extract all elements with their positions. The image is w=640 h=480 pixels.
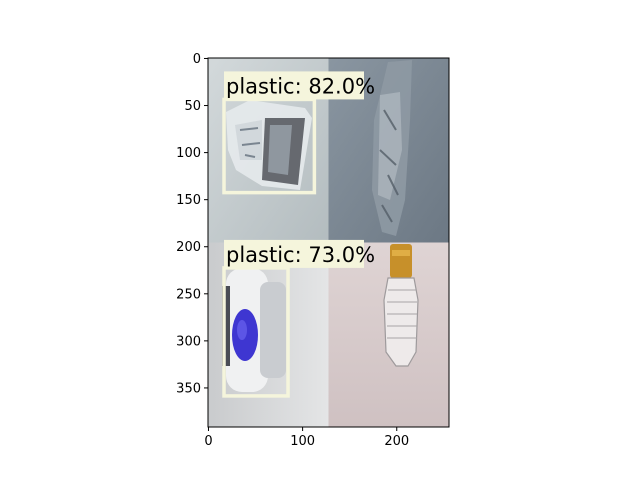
y-tick-label: 150	[176, 193, 201, 208]
y-tick-label: 250	[176, 287, 201, 302]
detections-layer: plastic: 82.0% plastic: 73.0%	[222, 71, 375, 398]
detection-label-bg	[224, 71, 365, 100]
detection-label: plastic: 73.0%	[226, 243, 375, 267]
container-object	[222, 268, 286, 392]
y-tick-label: 200	[176, 240, 201, 255]
detection-label-bg	[224, 239, 365, 268]
photo-grid	[208, 58, 449, 427]
detection-label: plastic: 82.0%	[226, 74, 375, 98]
y-tick-label: 350	[176, 381, 201, 396]
axes-frame	[207, 57, 450, 428]
y-tick-label: 100	[176, 146, 201, 161]
y-axis: 0 50 100 150 200 250 300 350	[176, 52, 208, 396]
bottle-object	[383, 244, 419, 367]
wrapper-object	[226, 100, 312, 190]
x-tick-label: 200	[384, 434, 409, 449]
x-tick-label: 100	[290, 434, 315, 449]
bag-object	[372, 60, 412, 236]
y-tick-label: 300	[176, 334, 201, 349]
y-tick-label: 50	[184, 99, 201, 114]
x-axis: 0 100 200	[204, 427, 409, 449]
y-tick-label: 0	[193, 52, 201, 67]
x-tick-label: 0	[204, 434, 212, 449]
